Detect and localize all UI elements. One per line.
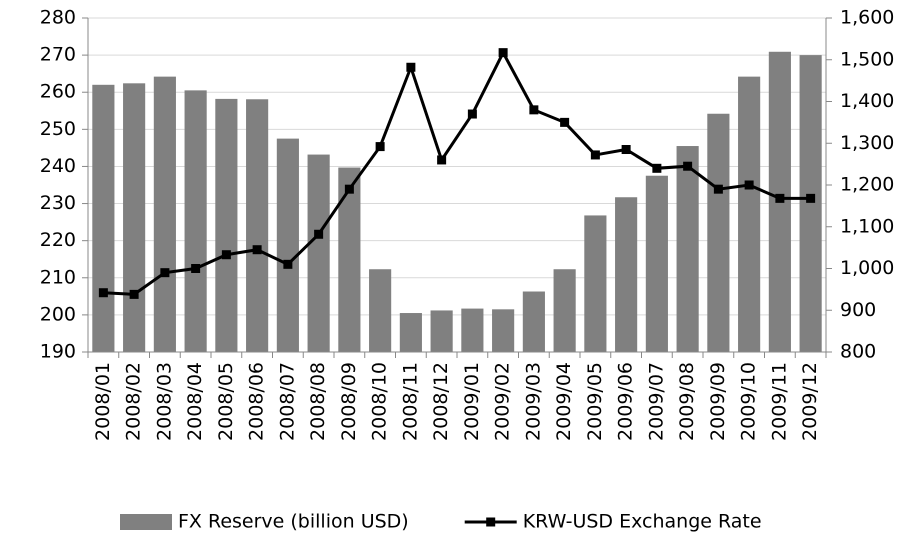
x-tick-label: 2009/07 xyxy=(645,362,667,441)
y-tick-label: 280 xyxy=(40,7,76,29)
x-tick-label: 2008/08 xyxy=(307,362,329,441)
bar xyxy=(522,291,545,352)
x-tick-label: 2008/04 xyxy=(184,362,206,441)
y2-tick-label: 900 xyxy=(840,299,876,321)
y-tick-label: 270 xyxy=(40,44,76,66)
marker xyxy=(375,142,385,152)
bar xyxy=(645,175,668,352)
marker xyxy=(498,48,508,58)
marker xyxy=(806,193,816,203)
bar xyxy=(184,90,207,352)
legend-marker xyxy=(486,517,496,527)
y2-tick-label: 800 xyxy=(840,341,876,363)
x-tick-label: 2009/02 xyxy=(492,362,514,441)
bar xyxy=(676,146,699,352)
y2-tick-label: 1,200 xyxy=(840,174,894,196)
x-tick-label: 2009/01 xyxy=(461,362,483,441)
x-tick-label: 2009/10 xyxy=(738,362,760,441)
bar xyxy=(307,154,330,352)
y-tick-label: 260 xyxy=(40,81,76,103)
marker xyxy=(713,184,723,194)
marker xyxy=(252,245,262,255)
marker xyxy=(560,117,570,127)
x-tick-label: 2009/11 xyxy=(768,362,790,441)
bar xyxy=(584,215,607,352)
marker xyxy=(590,150,600,160)
legend-swatch xyxy=(120,514,172,530)
marker xyxy=(221,250,231,260)
x-tick-label: 2008/11 xyxy=(399,362,421,441)
bar xyxy=(430,310,453,352)
bar xyxy=(492,309,515,352)
bar xyxy=(553,269,576,352)
y-tick-label: 190 xyxy=(40,341,76,363)
bar xyxy=(461,308,484,352)
bar xyxy=(338,167,361,352)
y-tick-label: 240 xyxy=(40,155,76,177)
marker xyxy=(529,105,539,115)
x-tick-label: 2009/03 xyxy=(522,362,544,441)
x-tick-label: 2008/12 xyxy=(430,362,452,441)
x-tick-label: 2009/06 xyxy=(615,362,637,441)
y2-tick-label: 1,500 xyxy=(840,48,894,70)
bar xyxy=(246,99,269,352)
bar xyxy=(799,55,822,352)
marker xyxy=(160,268,170,278)
marker xyxy=(437,155,447,165)
marker xyxy=(467,109,477,119)
x-tick-label: 2008/02 xyxy=(123,362,145,441)
marker xyxy=(283,259,293,269)
line xyxy=(103,49,811,296)
y2-tick-label: 1,000 xyxy=(840,257,894,279)
x-tick-label: 2008/10 xyxy=(369,362,391,441)
x-tick-label: 2008/01 xyxy=(92,362,114,441)
x-tick-label: 2009/08 xyxy=(676,362,698,441)
x-tick-label: 2009/12 xyxy=(799,362,821,441)
bar xyxy=(276,138,299,352)
marker xyxy=(775,193,785,203)
bar xyxy=(399,313,422,352)
bar xyxy=(123,83,146,352)
marker xyxy=(621,145,631,155)
bar xyxy=(707,113,730,352)
marker xyxy=(652,163,662,173)
y-tick-label: 230 xyxy=(40,192,76,214)
marker xyxy=(314,229,324,239)
bar xyxy=(615,197,638,352)
marker xyxy=(129,289,139,299)
x-tick-label: 2009/05 xyxy=(584,362,606,441)
marker xyxy=(98,288,108,298)
marker xyxy=(344,184,354,194)
bar xyxy=(153,76,176,352)
marker xyxy=(683,161,693,171)
marker xyxy=(406,62,416,72)
x-tick-label: 2008/06 xyxy=(246,362,268,441)
bar xyxy=(92,84,115,353)
y2-tick-label: 1,100 xyxy=(840,215,894,237)
x-tick-label: 2009/04 xyxy=(553,362,575,441)
y-tick-label: 200 xyxy=(40,303,76,325)
marker xyxy=(191,264,201,273)
y-tick-label: 210 xyxy=(40,266,76,288)
bar xyxy=(738,76,761,352)
bar xyxy=(215,98,238,352)
legend-label: FX Reserve (billion USD) xyxy=(178,511,409,533)
marker xyxy=(744,180,754,190)
y-tick-label: 250 xyxy=(40,118,76,140)
y-tick-label: 220 xyxy=(40,229,76,251)
y2-tick-label: 1,300 xyxy=(840,132,894,154)
x-tick-label: 2008/03 xyxy=(153,362,175,441)
x-tick-label: 2008/05 xyxy=(215,362,237,441)
bar xyxy=(369,269,392,352)
x-tick-label: 2009/09 xyxy=(707,362,729,441)
x-tick-label: 2008/09 xyxy=(338,362,360,441)
x-tick-label: 2008/07 xyxy=(276,362,298,441)
y2-tick-label: 1,600 xyxy=(840,7,894,29)
legend-label: KRW-USD Exchange Rate xyxy=(523,511,762,533)
y2-tick-label: 1,400 xyxy=(840,90,894,112)
